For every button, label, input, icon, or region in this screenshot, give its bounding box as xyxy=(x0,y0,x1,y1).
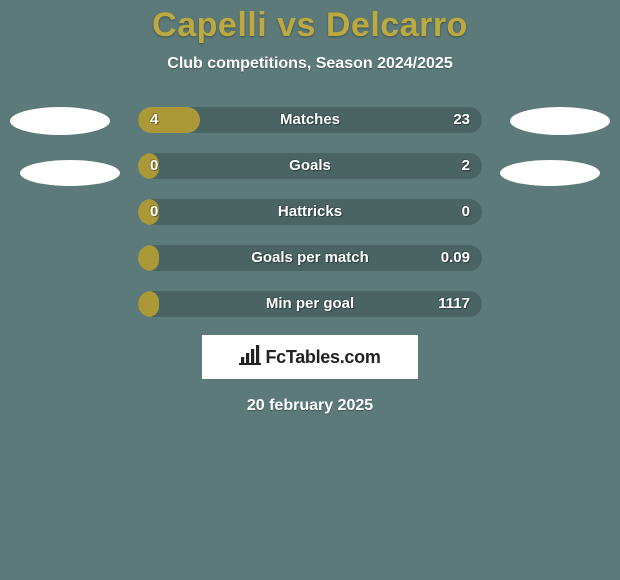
team-badge-right-2 xyxy=(500,160,600,186)
stat-left-value: 4 xyxy=(150,107,158,133)
stat-row: Min per goal1117 xyxy=(138,291,482,317)
stat-bars: Matches423Goals02Hattricks00Goals per ma… xyxy=(138,107,482,317)
subtitle: Club competitions, Season 2024/2025 xyxy=(0,55,620,73)
stat-row: Goals0 2 xyxy=(138,153,482,179)
stat-row: Matches4 23 xyxy=(138,107,482,133)
team-badge-left-1 xyxy=(10,107,110,135)
footer-date: 20 february 2025 xyxy=(0,397,620,415)
stat-row: Hattricks0 0 xyxy=(138,199,482,225)
bar-chart-icon xyxy=(239,345,261,370)
team-badge-right-1 xyxy=(510,107,610,135)
brand-text: FcTables.com xyxy=(265,347,380,368)
stat-label: Matches xyxy=(138,107,482,133)
team-badge-left-2 xyxy=(20,160,120,186)
stat-label: Min per goal xyxy=(138,291,482,317)
comparison-infographic: Capelli vs Delcarro Club competitions, S… xyxy=(0,0,620,580)
page-title: Capelli vs Delcarro xyxy=(0,0,620,45)
brand-box: FcTables.com xyxy=(202,335,418,379)
stat-label: Goals xyxy=(138,153,482,179)
stat-right-value: 2 xyxy=(462,153,470,179)
stat-right-value: 0.09 xyxy=(441,245,470,271)
stat-label: Hattricks xyxy=(138,199,482,225)
stat-right-value: 0 xyxy=(462,199,470,225)
stats-zone: Matches423Goals02Hattricks00Goals per ma… xyxy=(0,107,620,415)
stat-left-value: 0 xyxy=(150,153,158,179)
stat-right-value: 1117 xyxy=(438,291,470,317)
stat-right-value: 23 xyxy=(453,107,470,133)
stat-left-value: 0 xyxy=(150,199,158,225)
stat-row: Goals per match0.09 xyxy=(138,245,482,271)
stat-label: Goals per match xyxy=(138,245,482,271)
